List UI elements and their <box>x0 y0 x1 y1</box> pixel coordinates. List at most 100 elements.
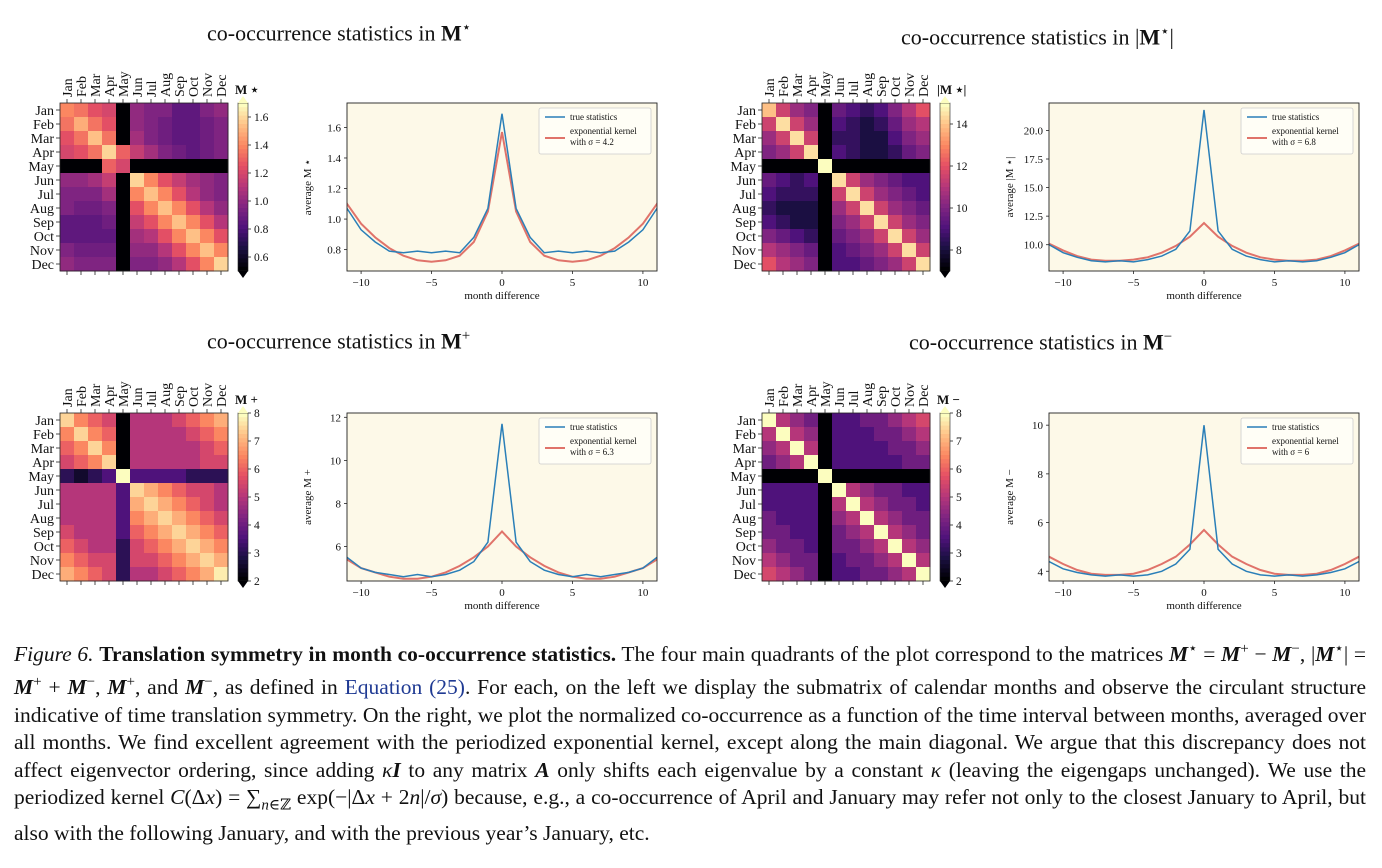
heatmap-cell <box>88 427 103 442</box>
heatmap-cell <box>116 469 131 484</box>
panel-mplus: JanJanFebFebMarMarAprAprMayMayJunJunJulJ… <box>28 381 658 612</box>
heatmap-cell <box>88 257 103 272</box>
true-series-line <box>347 423 657 578</box>
heatmap-cell <box>144 413 159 428</box>
x-tick-label: 0 <box>499 587 505 599</box>
heatmap-cell <box>860 553 875 568</box>
heatmap-row-label: Nov <box>30 244 54 259</box>
heatmap-cell <box>888 455 903 470</box>
y-tick-label: 0.8 <box>327 245 341 257</box>
colorbar-segment <box>238 245 248 251</box>
heatmap-cell <box>130 497 145 512</box>
heatmap-row-label: Jun <box>35 484 54 499</box>
heatmap-cell <box>172 145 187 160</box>
heatmap-cell <box>846 427 861 442</box>
heatmap-cell <box>776 201 791 216</box>
heatmap-cell <box>74 215 89 230</box>
heatmap-cell <box>804 215 819 230</box>
panel-title-sup: ⋆ <box>461 20 472 36</box>
heatmap-cell <box>846 215 861 230</box>
colorbar-segment <box>238 513 248 519</box>
heatmap-cell <box>144 187 159 202</box>
colorbar-segment <box>940 145 950 150</box>
colorbar-segment <box>238 526 248 532</box>
heatmap-cell <box>902 553 917 568</box>
kernel-series-line <box>347 131 657 263</box>
colorbar-segment <box>940 208 950 213</box>
heatmap-cell <box>144 539 159 554</box>
heatmap-col-label: Jun <box>833 388 848 407</box>
colorbar-segment <box>238 434 248 439</box>
heatmap-cell <box>200 173 215 188</box>
x-tick-label: −5 <box>1128 587 1140 599</box>
colorbar-segment <box>238 467 248 473</box>
colorbar-segment <box>940 229 950 234</box>
heatmap-cell <box>818 131 833 146</box>
colorbar-segment <box>940 471 950 477</box>
heatmap-cell <box>158 567 173 582</box>
heatmap-cell <box>158 539 173 554</box>
heatmap-cell <box>88 567 103 582</box>
colorbar: 8 7 6 5 4 3 2 M − <box>937 392 962 588</box>
y-tick-label: 8 <box>336 498 342 510</box>
heatmap-cell <box>172 539 187 554</box>
heatmap-cell <box>102 553 117 568</box>
colorbar-tick-label: 8 <box>956 245 962 257</box>
heatmap-cell <box>158 413 173 428</box>
colorbar-segment <box>940 455 950 460</box>
heatmap-cell <box>776 469 791 484</box>
heatmap-cell <box>916 525 931 540</box>
heatmap-cell <box>860 229 875 244</box>
heatmap-cell <box>214 117 229 132</box>
legend-kernel-label: exponential kernel <box>570 126 637 136</box>
heatmap-cell <box>74 173 89 188</box>
heatmap-cell <box>74 427 89 442</box>
heatmap-cell <box>818 539 833 554</box>
heatmap-cell <box>88 497 103 512</box>
heatmap-cell <box>762 117 777 132</box>
heatmap-cell <box>74 229 89 244</box>
heatmap-cell <box>172 117 187 132</box>
heatmap-cell <box>790 469 805 484</box>
caption-title: Translation symmetry in month co-occurre… <box>99 642 617 667</box>
heatmap-cell <box>116 427 131 442</box>
colorbar-segment <box>238 266 248 272</box>
heatmap-col-label: May <box>819 381 834 407</box>
heatmap-cell <box>790 539 805 554</box>
colorbar-extend-bottom <box>238 581 248 588</box>
colorbar-tick-label: 2 <box>956 576 962 588</box>
heatmap-cell <box>60 567 75 582</box>
heatmap-cell <box>172 103 187 118</box>
heatmap-cell <box>214 131 229 146</box>
colorbar-segment <box>940 576 950 582</box>
heatmap-cell <box>762 455 777 470</box>
heatmap-cell <box>776 215 791 230</box>
heatmap-cell <box>888 469 903 484</box>
heatmap-cell <box>214 553 229 568</box>
heatmap-cell <box>874 469 889 484</box>
heatmap-cell <box>902 567 917 582</box>
heatmap-cell <box>130 201 145 216</box>
plot-frame <box>1048 102 1360 272</box>
y-tick-label: 8 <box>1038 469 1044 481</box>
heatmap-cell <box>102 201 117 216</box>
heatmap-cell <box>916 427 931 442</box>
colorbar: 1.6 1.4 1.2 1.0 0.8 0.6 M ⋆ <box>235 82 269 278</box>
colorbar-segment <box>238 161 248 167</box>
colorbar-tick-label: 4 <box>956 520 962 532</box>
colorbar-segment <box>940 124 950 129</box>
heatmap-cell <box>186 413 201 428</box>
heatmap-row-label: May <box>28 160 54 175</box>
colorbar-segment <box>238 119 248 125</box>
colorbar-tick-label: 7 <box>956 436 962 448</box>
heatmap-cell <box>200 117 215 132</box>
colorbar-tick-label: 4 <box>254 520 260 532</box>
heatmap-cell <box>818 145 833 160</box>
x-tick-label: 0 <box>1201 277 1207 289</box>
heatmap-col-label: Oct <box>187 77 202 97</box>
equation-link[interactable]: Equation (25) <box>344 674 465 699</box>
heatmap-cell <box>902 215 917 230</box>
heatmap-cell <box>130 525 145 540</box>
heatmap-cell <box>158 117 173 132</box>
heatmap-cell <box>776 131 791 146</box>
